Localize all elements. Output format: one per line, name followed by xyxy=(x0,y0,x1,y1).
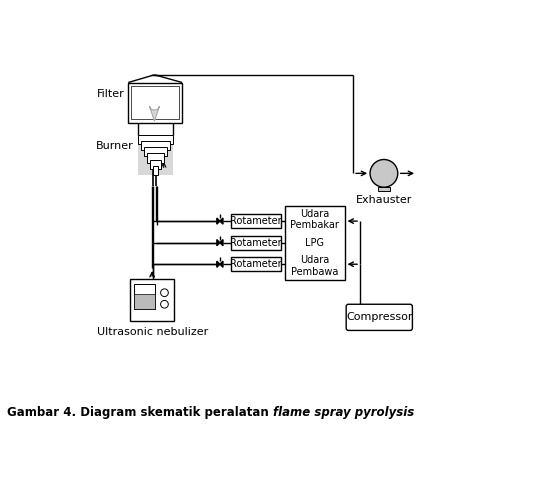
Text: LPG: LPG xyxy=(305,238,324,248)
Polygon shape xyxy=(217,261,220,267)
Text: Rotameter: Rotameter xyxy=(230,238,281,248)
Polygon shape xyxy=(220,261,223,267)
Text: Udara
Pembawa: Udara Pembawa xyxy=(291,255,338,277)
Bar xyxy=(144,147,167,156)
Text: Gambar 4. Diagram skematik peralatan: Gambar 4. Diagram skematik peralatan xyxy=(7,405,273,419)
Circle shape xyxy=(160,300,169,308)
Bar xyxy=(128,83,182,123)
Bar xyxy=(134,284,155,309)
Bar xyxy=(378,187,390,191)
Bar xyxy=(150,159,160,169)
Circle shape xyxy=(370,159,398,187)
Polygon shape xyxy=(150,106,159,121)
Bar xyxy=(231,257,281,271)
Bar xyxy=(231,214,281,228)
Polygon shape xyxy=(220,240,223,246)
Bar xyxy=(130,279,174,321)
Text: Burner: Burner xyxy=(96,141,134,151)
FancyBboxPatch shape xyxy=(346,304,412,331)
Text: Rotameter: Rotameter xyxy=(230,259,281,269)
Text: flame spray pyrolysis: flame spray pyrolysis xyxy=(273,405,414,419)
Text: Udara
Pembakar: Udara Pembakar xyxy=(290,209,339,230)
Polygon shape xyxy=(217,218,220,224)
Bar xyxy=(137,135,173,144)
Bar xyxy=(137,135,173,175)
Polygon shape xyxy=(220,218,223,224)
Circle shape xyxy=(160,289,169,297)
Text: Rotameter: Rotameter xyxy=(230,216,281,226)
Bar xyxy=(153,166,157,175)
Text: Compressor: Compressor xyxy=(346,312,412,322)
Text: Exhauster: Exhauster xyxy=(356,195,412,205)
Text: Ultrasonic nebulizer: Ultrasonic nebulizer xyxy=(96,327,208,338)
Bar xyxy=(147,153,164,162)
Bar xyxy=(285,206,345,280)
Polygon shape xyxy=(217,240,220,246)
Text: Filter: Filter xyxy=(97,89,125,99)
Bar xyxy=(231,236,281,249)
Bar xyxy=(134,294,155,309)
Bar xyxy=(141,141,170,150)
Bar xyxy=(132,86,179,119)
